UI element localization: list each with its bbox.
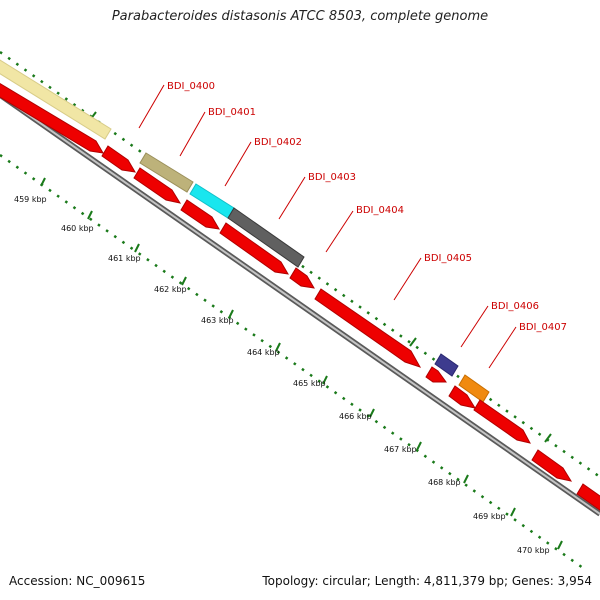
cds-arrow[interactable] [219,222,289,275]
leader-line [224,141,252,187]
cds-arrow[interactable] [314,288,422,368]
accession-text: Accession: NC_009615 [9,574,146,588]
scale-tick [322,375,328,385]
scale-tick [557,540,563,550]
gene-label[interactable]: BDI_0407 [519,322,567,333]
tick-label: 463 kbp [201,316,234,325]
scale-tick [463,474,469,484]
tick-label: 462 kbp [154,285,187,294]
cds-arrow[interactable] [0,80,104,154]
tick-label: 459 kbp [14,195,47,204]
tick-label: 465 kbp [293,379,326,388]
tick-label: 464 kbp [247,348,280,357]
leader-line [460,305,489,348]
gene-label[interactable]: BDI_0403 [308,172,356,183]
leader-line [325,210,354,253]
leader-line [488,326,517,369]
label-leaders [138,84,517,369]
scale-tick [275,342,281,352]
map-title: Parabacteroides distasonis ATCC 8503, co… [111,9,489,24]
cds-arrows [0,80,600,516]
scale-tick [510,507,516,517]
leader-line [138,84,165,129]
scale-dotted-track [0,153,589,570]
feature-block-pale-yellow[interactable] [0,59,112,140]
topology-text: Topology: circular; Length: 4,811,379 bp… [262,574,592,588]
feature-block-dark-gray[interactable] [227,207,305,268]
cds-arrow[interactable] [576,483,600,516]
tick-label: 468 kbp [428,478,461,487]
gene-label[interactable]: BDI_0405 [424,253,472,264]
scale-tick [40,177,46,187]
scale-tick-labels: 459 kbp 460 kbp 461 kbp 462 kbp 463 kbp … [14,195,550,555]
cds-arrow[interactable] [133,167,182,204]
scale-tick [228,309,234,319]
feature-blocks [0,59,490,403]
cds-arrow[interactable] [180,199,220,230]
feature-block-navy[interactable] [434,353,459,377]
gene-label[interactable]: BDI_0404 [356,205,404,216]
outer-track-tick [544,433,552,443]
scale-tick [416,441,422,451]
gene-label[interactable]: BDI_0400 [167,81,215,92]
cds-arrow[interactable] [531,449,573,482]
cds-arrow[interactable] [289,267,315,289]
leader-line [278,176,306,220]
scale-tick [87,210,93,220]
tick-label: 466 kbp [339,412,372,421]
leader-line [179,111,206,157]
feature-block-khaki[interactable] [139,152,194,193]
tick-label: 470 kbp [517,546,550,555]
tick-label: 469 kbp [473,512,506,521]
scale-tick [369,408,375,418]
tick-label: 460 kbp [61,224,94,233]
scale-tick [134,243,140,253]
gene-labels: BDI_0400 BDI_0401 BDI_0402 BDI_0403 BDI_… [167,81,567,333]
cds-arrow[interactable] [425,366,447,383]
outer-track-tick [409,337,417,347]
genome-backbone [0,92,600,517]
gene-label[interactable]: BDI_0402 [254,137,302,148]
tick-label: 461 kbp [108,254,141,263]
leader-line [393,257,422,301]
gene-label[interactable]: BDI_0401 [208,107,256,118]
cds-arrow[interactable] [473,399,531,444]
gene-label[interactable]: BDI_0406 [491,301,539,312]
cds-arrow[interactable] [448,385,477,409]
cds-arrow[interactable] [101,145,136,173]
tick-label: 467 kbp [384,445,417,454]
scale-tick [181,276,187,286]
